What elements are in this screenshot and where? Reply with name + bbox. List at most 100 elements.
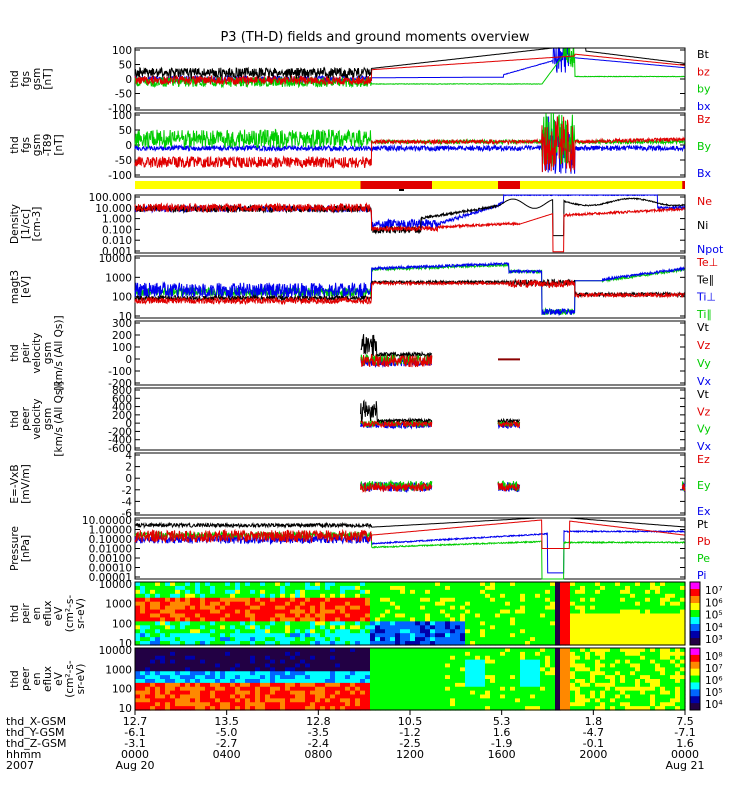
spectrogram-cell	[245, 617, 251, 622]
spectrogram-cell	[400, 675, 406, 680]
spectrogram-cell	[380, 597, 386, 603]
spectrogram-cell	[140, 667, 146, 672]
spectrogram-cell	[495, 702, 501, 707]
spectrogram-cell	[155, 686, 161, 692]
spectrogram-cell	[205, 671, 211, 676]
spectrogram-cell	[380, 659, 386, 665]
spectrogram-cell	[140, 601, 146, 607]
spectrogram-cell	[305, 648, 311, 653]
spectrogram-cell	[490, 582, 496, 587]
spectrogram-cell	[160, 648, 166, 653]
spectrogram-cell	[590, 605, 596, 611]
spectrogram-cell	[260, 633, 266, 638]
spectrogram-frame	[134, 581, 686, 646]
spectrogram-cell	[140, 585, 146, 591]
spectrogram-cell	[220, 686, 226, 692]
spectrogram-cell	[410, 686, 416, 692]
spectrogram-cell	[515, 609, 521, 615]
spectrogram-cell	[565, 621, 571, 626]
spectrogram-cell	[350, 682, 356, 688]
spectrogram-cell	[610, 609, 616, 615]
spectrogram-cell	[385, 682, 391, 688]
spectrogram-cell	[290, 682, 296, 688]
spectrogram-cell	[180, 702, 186, 707]
spectrogram-cell	[255, 682, 261, 688]
spectrogram-cell	[175, 637, 181, 642]
spectrogram-cell	[470, 609, 476, 615]
spectrogram-cell	[150, 593, 156, 599]
spectrogram-cell	[610, 655, 616, 661]
spectrogram-cell	[155, 679, 161, 684]
spectrogram-cell	[670, 698, 676, 703]
spectrogram-cell	[370, 663, 376, 668]
spectrogram-cell	[540, 694, 546, 699]
spectrogram-cell	[265, 690, 271, 696]
spectrogram-cell	[440, 686, 446, 692]
spectrogram-cell	[565, 593, 571, 599]
spectrogram-cell	[425, 686, 431, 692]
spectrogram-cell	[235, 667, 241, 672]
series-bx-t89	[134, 116, 686, 174]
spectrogram-cell	[370, 682, 376, 688]
spectrogram-cell	[595, 593, 601, 599]
spectrogram-cell	[600, 601, 606, 607]
spectrogram-cell	[240, 675, 246, 680]
spectrogram-cell	[670, 690, 676, 696]
spectrogram-cell	[415, 629, 421, 634]
spectrogram-cell	[150, 601, 156, 607]
spectrogram-cell	[360, 651, 366, 657]
spectrogram-cell	[575, 633, 581, 638]
spectrogram-cell	[345, 582, 351, 587]
spectrogram-cell	[280, 613, 286, 619]
spectrogram-cell	[300, 589, 306, 595]
spectrogram-cell	[410, 698, 416, 703]
spectrogram-cell	[305, 625, 311, 630]
spectrogram-cell	[435, 686, 441, 692]
spectrogram-cell	[275, 609, 281, 615]
y-axis-label: velocity	[31, 332, 43, 373]
spectrogram-cell	[285, 686, 291, 692]
spectrogram-cell	[640, 655, 646, 661]
spectrogram-cell	[300, 601, 306, 607]
spectrogram-cell	[575, 682, 581, 688]
spectrogram-cell	[220, 641, 226, 646]
spectrogram-cell	[330, 702, 336, 707]
spectrogram-cell	[425, 613, 431, 619]
spectrogram-cell	[295, 694, 301, 699]
spectrogram-cell	[455, 698, 461, 703]
spectrogram-cell	[275, 629, 281, 634]
spectrogram-cell	[195, 648, 201, 653]
spectrogram-cell	[275, 690, 281, 696]
spectrogram-cell	[550, 648, 556, 653]
spectrogram-cell	[435, 637, 441, 642]
spectrogram-cell	[645, 663, 651, 668]
spectrogram-cell	[195, 629, 201, 634]
spectrogram-cell	[160, 671, 166, 676]
spectrogram-cell	[350, 605, 356, 611]
spectrogram-cell	[230, 706, 236, 711]
spectrogram-cell	[275, 641, 281, 646]
spectrogram-cell	[450, 671, 456, 676]
spectrogram-cell	[240, 597, 246, 603]
spectrogram-cell	[530, 682, 536, 688]
spectrogram-cell	[400, 690, 406, 696]
spectrogram-cell	[545, 706, 551, 711]
spectrogram-cell	[410, 629, 416, 634]
spectrogram-cell	[330, 651, 336, 657]
spectrogram-cell	[485, 633, 491, 638]
spectrogram-cell	[520, 655, 526, 661]
spectrogram-cell	[340, 659, 346, 665]
spectrogram-cell	[600, 629, 606, 634]
spectrogram-cell	[325, 637, 331, 642]
spectrogram-cell	[445, 589, 451, 595]
spectrogram-cell	[540, 651, 546, 657]
y-tick-label: 300	[112, 318, 132, 330]
spectrogram-cell	[395, 682, 401, 688]
spectrogram-cell	[570, 648, 576, 653]
spectrogram-cell	[660, 609, 666, 615]
spectrogram-cell	[405, 633, 411, 638]
spectrogram-cell	[200, 648, 206, 653]
spectrogram-cell	[230, 667, 236, 672]
spectrogram-cell	[320, 686, 326, 692]
spectrogram-cell	[670, 679, 676, 684]
